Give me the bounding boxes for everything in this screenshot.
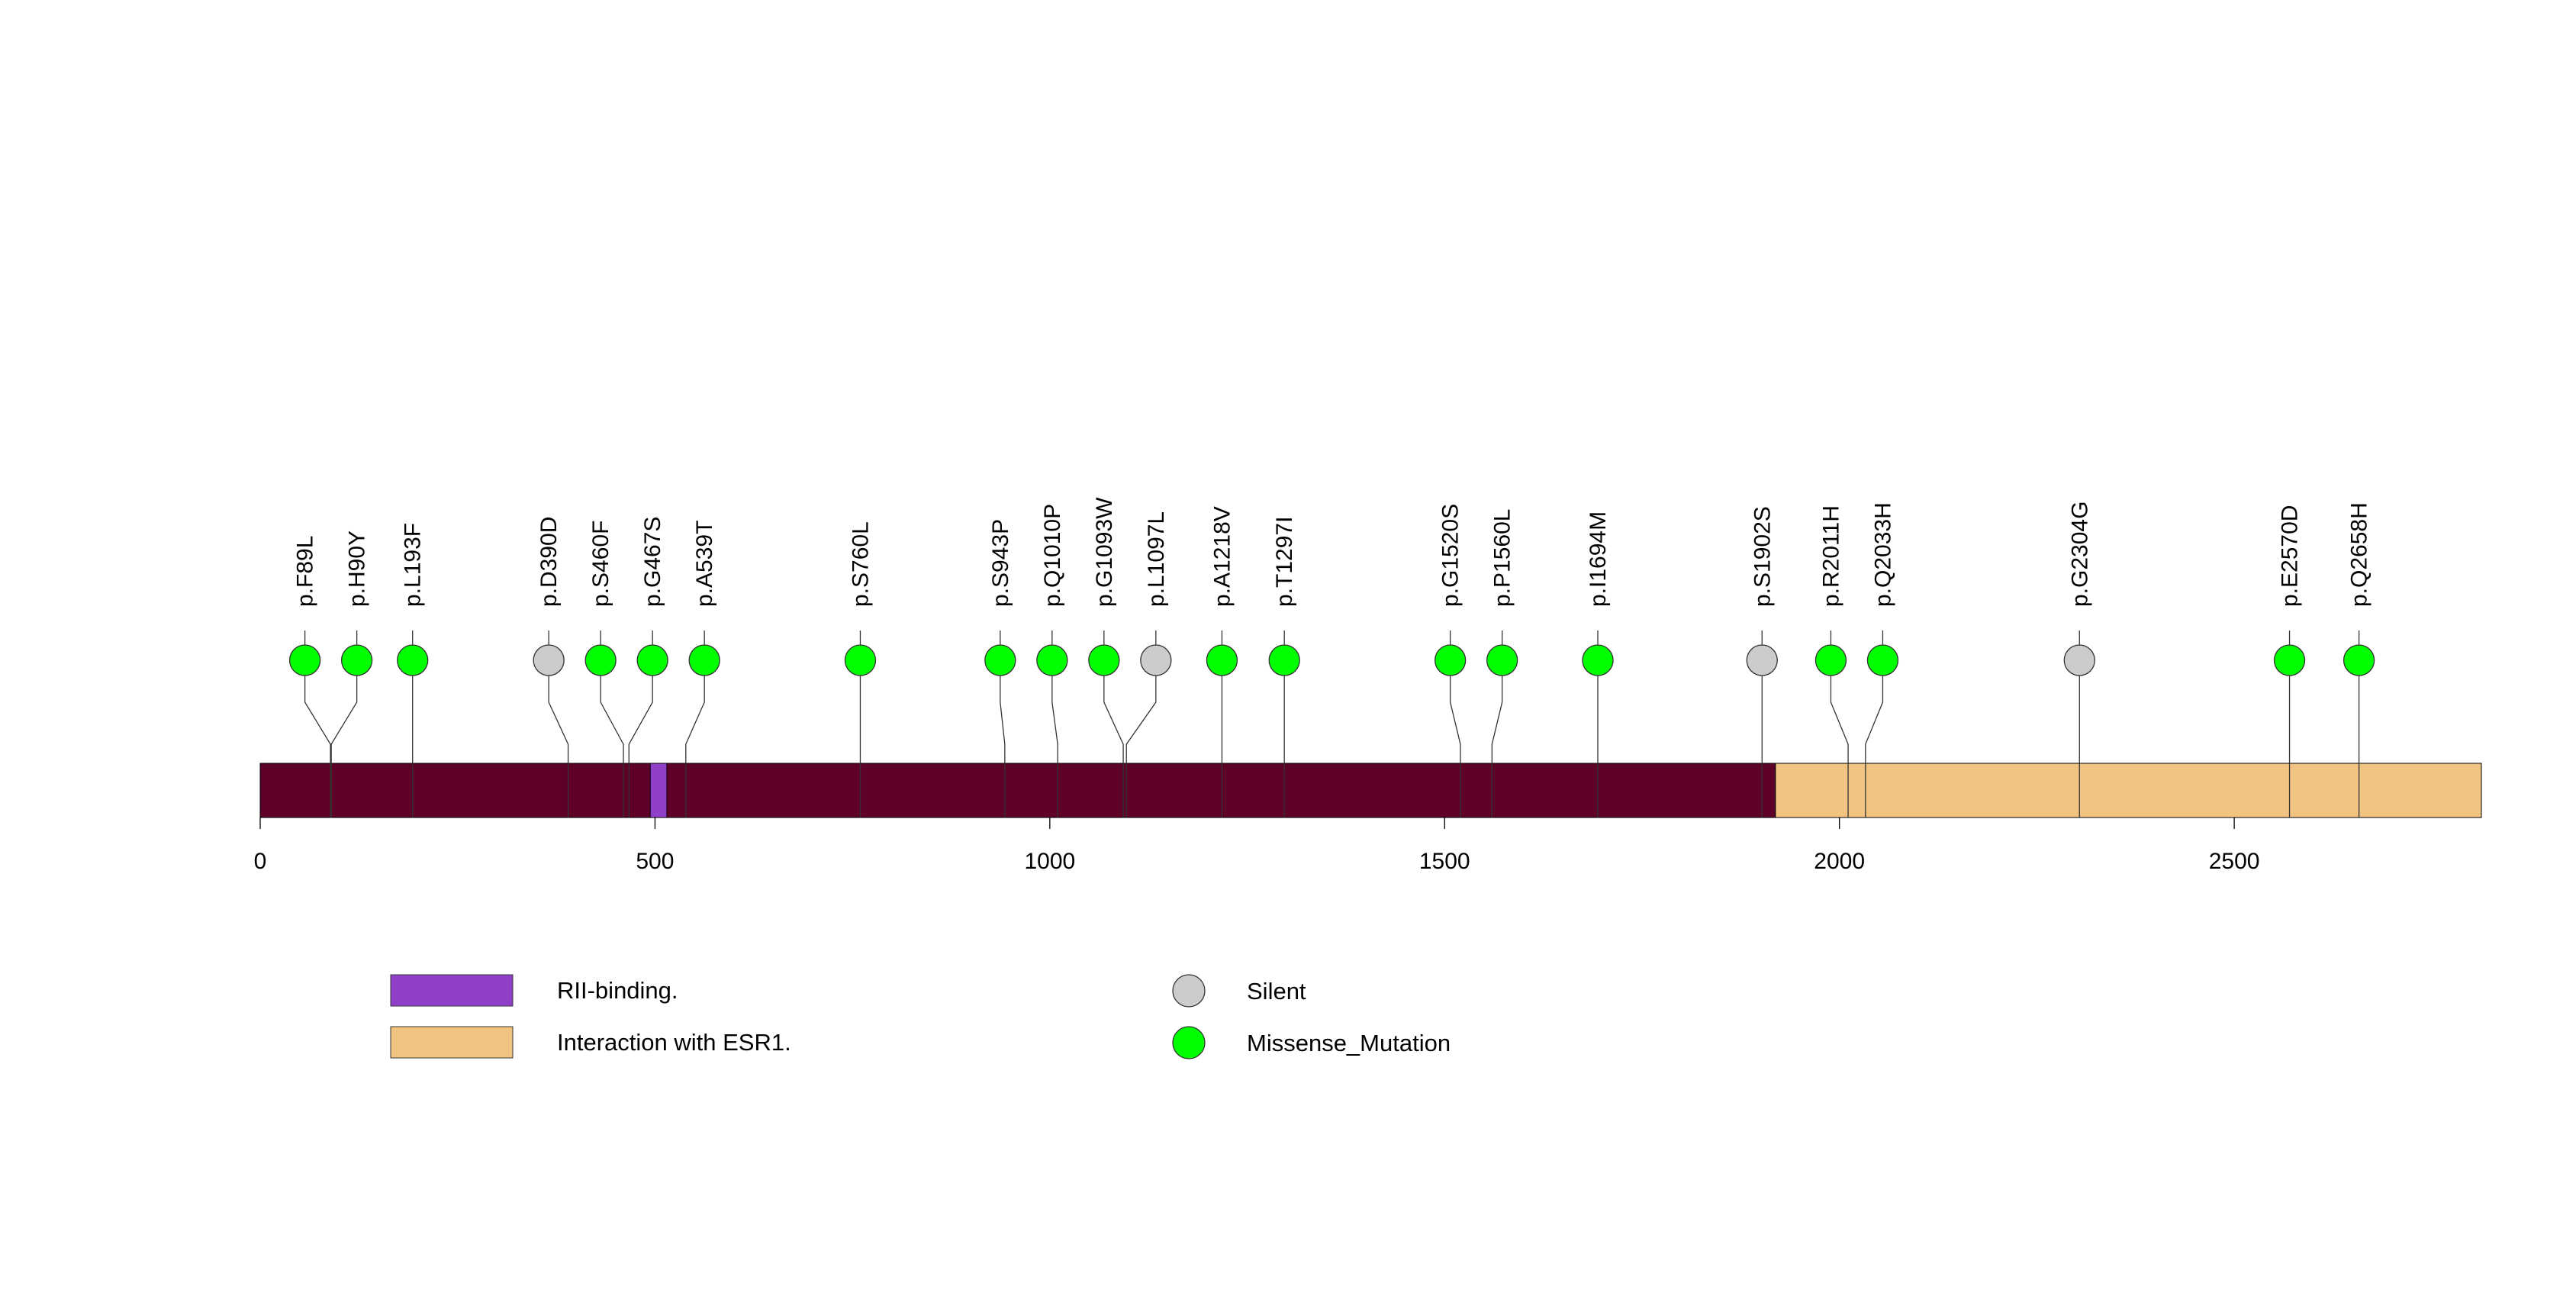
mutation-point-p.L1097L bbox=[1140, 644, 1172, 676]
mutation-label-p.S1902S: p.S1902S bbox=[1750, 506, 1775, 607]
mutation-point-p.A1218V bbox=[1206, 644, 1238, 676]
mutation-label-p.R2011H: p.R2011H bbox=[1818, 505, 1843, 607]
mutation-label-p.S943P: p.S943P bbox=[988, 519, 1013, 607]
connector-p.Q1010P bbox=[1051, 660, 1058, 818]
mutation-point-p.Q1010P bbox=[1036, 644, 1068, 676]
legend-domain-label-1: RII-binding. bbox=[557, 977, 678, 1004]
mutation-label-p.P1560L: p.P1560L bbox=[1490, 509, 1515, 607]
protein-track bbox=[259, 763, 2482, 818]
mutation-point-p.A539T bbox=[688, 644, 720, 676]
mutation-point-p.S943P bbox=[984, 644, 1016, 676]
connector-p.F89L bbox=[304, 660, 331, 818]
mutation-point-p.Q2658H bbox=[2343, 644, 2375, 676]
mutation-point-p.E2570D bbox=[2273, 644, 2306, 676]
x-tick-label-1000: 1000 bbox=[1024, 849, 1075, 874]
mutation-point-p.G467S bbox=[636, 644, 668, 676]
connector-p.G1093W bbox=[1103, 660, 1124, 818]
connector-p.L1097L bbox=[1125, 660, 1157, 818]
mutation-label-p.A539T: p.A539T bbox=[692, 521, 717, 607]
mutation-point-p.S460F bbox=[584, 644, 617, 676]
x-tick-label-1500: 1500 bbox=[1419, 849, 1470, 874]
legend-domain-swatch-2 bbox=[390, 1026, 514, 1059]
mutation-label-p.E2570D: p.E2570D bbox=[2278, 505, 2303, 607]
mutation-point-p.G1520S bbox=[1435, 644, 1467, 676]
mutation-label-p.H90Y: p.H90Y bbox=[345, 531, 370, 607]
connector-p.Q2033H bbox=[1865, 660, 1884, 818]
mutation-label-p.S460F: p.S460F bbox=[588, 521, 613, 607]
mutation-label-p.Q2658H: p.Q2658H bbox=[2347, 502, 2372, 607]
mutation-label-p.I1694M: p.I1694M bbox=[1586, 511, 1611, 607]
mutation-point-p.R2011H bbox=[1814, 644, 1847, 676]
x-tick-label-2500: 2500 bbox=[2209, 849, 2260, 874]
domain-1 bbox=[649, 763, 668, 818]
mutation-label-p.G1520S: p.G1520S bbox=[1438, 504, 1463, 607]
legend-domain-label-2: Interaction with ESR1. bbox=[557, 1029, 791, 1056]
connector-p.G467S bbox=[628, 660, 653, 818]
mutation-label-p.G2304G: p.G2304G bbox=[2067, 501, 2092, 607]
legend-type-marker-1 bbox=[1172, 974, 1206, 1008]
mutation-point-p.S760L bbox=[844, 644, 877, 676]
domain-2 bbox=[1775, 763, 2482, 818]
legend-type-marker-2 bbox=[1172, 1026, 1206, 1059]
mutation-label-p.G1093W: p.G1093W bbox=[1092, 497, 1117, 607]
mutation-label-p.A1218V: p.A1218V bbox=[1209, 506, 1235, 607]
mutation-label-p.S760L: p.S760L bbox=[848, 521, 873, 607]
connector-p.S943P bbox=[1000, 660, 1006, 818]
connector-p.G1520S bbox=[1450, 660, 1461, 818]
connector-p.S460F bbox=[600, 660, 624, 818]
mutation-point-p.G2304G bbox=[2063, 644, 2095, 676]
mutation-point-p.G1093W bbox=[1088, 644, 1120, 676]
mutation-label-p.D390D: p.D390D bbox=[536, 517, 562, 607]
mutation-label-p.Q1010P: p.Q1010P bbox=[1040, 504, 1065, 607]
connector-p.A539T bbox=[685, 660, 705, 818]
x-tick-label-0: 0 bbox=[254, 849, 267, 874]
legend-type-label-1: Silent bbox=[1247, 978, 1306, 1005]
mutation-lollipops bbox=[288, 644, 2375, 676]
connector-p.D390D bbox=[548, 660, 569, 818]
x-axis: 0 500 1000 1500 2000 2500 bbox=[254, 818, 2260, 874]
mutation-point-p.F89L bbox=[288, 644, 321, 676]
mutation-point-p.S1902S bbox=[1746, 644, 1778, 676]
mutation-label-p.G467S: p.G467S bbox=[640, 517, 665, 607]
connector-p.H90Y bbox=[330, 660, 358, 818]
mutation-label-p.T1297I: p.T1297I bbox=[1272, 517, 1297, 607]
mutation-label-p.F89L: p.F89L bbox=[293, 536, 318, 607]
connector-p.R2011H bbox=[1830, 660, 1849, 818]
mutation-point-p.H90Y bbox=[340, 644, 373, 676]
mutation-label-p.L1097L: p.L1097L bbox=[1144, 511, 1169, 607]
mutation-connectors bbox=[304, 630, 2360, 818]
connector-p.P1560L bbox=[1491, 660, 1503, 818]
legend: RII-binding. Interaction with ESR1. Silent… bbox=[390, 974, 1451, 1059]
mutation-label-p.L193F: p.L193F bbox=[401, 523, 426, 607]
mutation-point-p.L193F bbox=[397, 644, 429, 676]
mutation-point-p.P1560L bbox=[1486, 644, 1518, 676]
mutation-labels: p.F89L p.H90Y p.L193F p.D390D p.S460F p.G467S… bbox=[293, 497, 2372, 607]
x-tick-label-500: 500 bbox=[636, 849, 674, 874]
mutation-point-p.Q2033H bbox=[1866, 644, 1899, 676]
mutation-point-p.I1694M bbox=[1582, 644, 1614, 676]
legend-domain-swatch-1 bbox=[390, 974, 514, 1007]
mutation-point-p.T1297I bbox=[1268, 644, 1300, 676]
mutation-point-p.D390D bbox=[533, 644, 565, 676]
legend-type-label-2: Missense_Mutation bbox=[1247, 1030, 1451, 1056]
x-tick-label-2000: 2000 bbox=[1814, 849, 1865, 874]
mutation-label-p.Q2033H: p.Q2033H bbox=[1870, 502, 1895, 607]
